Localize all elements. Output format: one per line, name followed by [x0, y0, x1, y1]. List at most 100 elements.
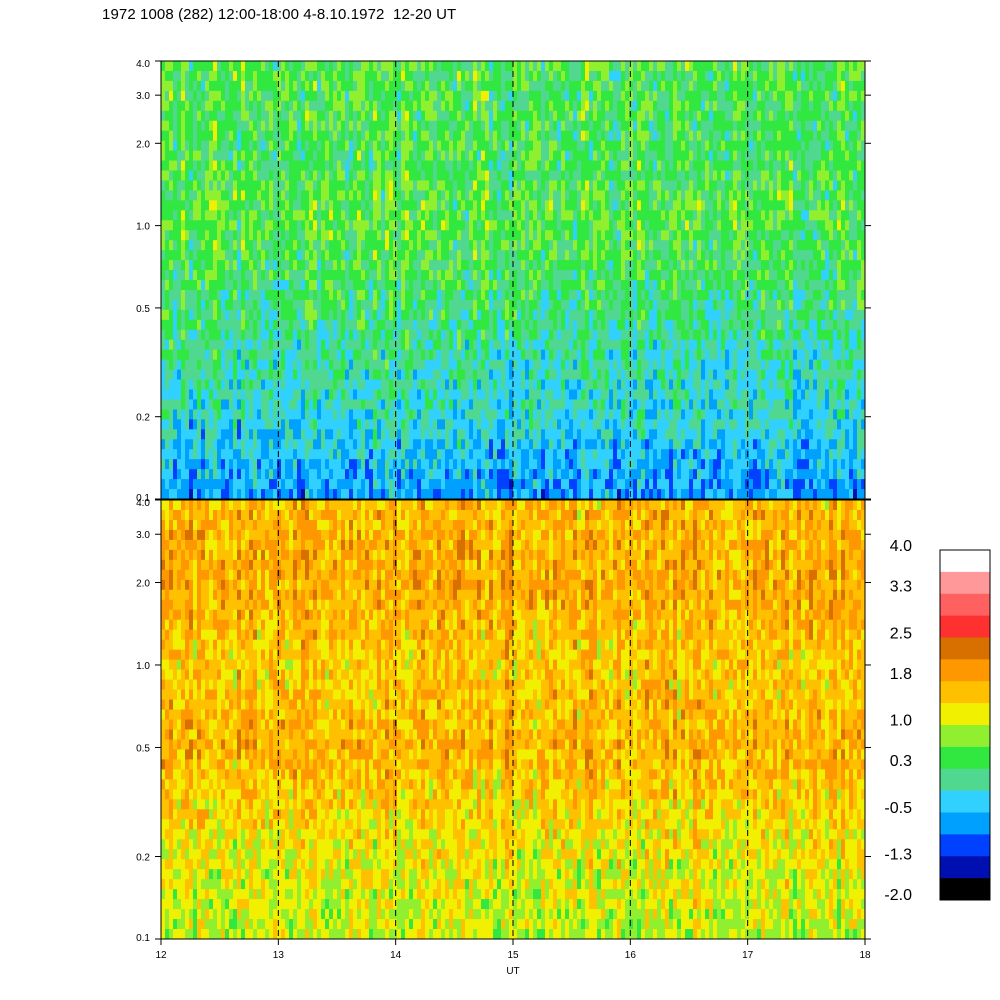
heatmap-cell: [193, 489, 198, 499]
heatmap-cell: [577, 70, 582, 82]
heatmap-cell: [601, 210, 606, 221]
heatmap-cell: [405, 289, 410, 301]
heatmap-cell: [381, 120, 386, 132]
heatmap-cell: [497, 160, 502, 171]
heatmap-cell: [505, 359, 510, 370]
heatmap-cell: [281, 250, 286, 261]
heatmap-cell: [369, 299, 374, 311]
heatmap-cell: [353, 489, 358, 499]
heatmap-cell: [177, 120, 182, 132]
heatmap-cell: [213, 240, 218, 251]
heatmap-cell: [197, 399, 202, 410]
heatmap-cell: [441, 359, 446, 370]
heatmap-cell: [317, 210, 322, 221]
heatmap-cell: [397, 280, 402, 291]
heatmap-cell: [253, 319, 258, 331]
heatmap-cell: [513, 200, 518, 211]
heatmap-cell: [405, 439, 410, 450]
heatmap-cell: [201, 289, 206, 301]
heatmap-cell: [569, 160, 574, 171]
heatmap-cell: [377, 200, 382, 211]
heatmap-cell: [585, 280, 590, 291]
heatmap-cell: [305, 130, 310, 142]
heatmap-cell: [237, 319, 242, 331]
heatmap-cell: [349, 70, 354, 82]
heatmap-cell: [569, 409, 574, 420]
heatmap-cell: [585, 399, 590, 410]
heatmap-cell: [357, 349, 362, 361]
heatmap-cell: [345, 379, 350, 390]
heatmap-cell: [533, 240, 538, 251]
heatmap-cell: [489, 250, 494, 261]
heatmap-cell: [233, 150, 238, 161]
heatmap-cell: [421, 419, 426, 430]
heatmap-cell: [173, 90, 178, 102]
heatmap-cell: [561, 339, 566, 351]
heatmap-cell: [409, 80, 414, 92]
heatmap-cell: [161, 120, 166, 132]
heatmap-cell: [473, 349, 478, 361]
heatmap-cell: [261, 429, 266, 440]
heatmap-cell: [529, 409, 534, 420]
heatmap-cell: [533, 90, 538, 102]
heatmap-cell: [201, 319, 206, 331]
heatmap-cell: [469, 469, 474, 480]
heatmap-cell: [449, 449, 454, 460]
heatmap-cell: [361, 429, 366, 440]
heatmap-cell: [413, 329, 418, 341]
heatmap-cell: [369, 459, 374, 470]
heatmap-cell: [325, 250, 330, 261]
heatmap-cell: [433, 120, 438, 132]
heatmap-cell: [273, 180, 278, 191]
heatmap-cell: [409, 439, 414, 450]
heatmap-cell: [213, 70, 218, 82]
heatmap-cell: [465, 419, 470, 430]
heatmap-cell: [165, 200, 170, 211]
heatmap-cell: [365, 230, 370, 241]
heatmap-cell: [213, 329, 218, 341]
heatmap-cell: [301, 220, 306, 231]
heatmap-cell: [361, 359, 366, 370]
heatmap-cell: [413, 489, 418, 499]
heatmap-cell: [409, 190, 414, 201]
heatmap-cell: [225, 100, 230, 112]
heatmap-cell: [421, 309, 426, 321]
heatmap-cell: [561, 299, 566, 311]
heatmap-cell: [457, 220, 462, 231]
heatmap-cell: [357, 70, 362, 82]
heatmap-cell: [549, 349, 554, 361]
heatmap-cell: [593, 389, 598, 400]
heatmap-cell: [605, 130, 610, 142]
heatmap-cell: [293, 349, 298, 361]
heatmap-cell: [437, 250, 442, 261]
heatmap-cell: [365, 260, 370, 271]
heatmap-cell: [613, 180, 618, 191]
heatmap-cell: [525, 140, 530, 151]
heatmap-cell: [561, 319, 566, 331]
heatmap-cell: [269, 240, 274, 251]
heatmap-cell: [173, 329, 178, 341]
heatmap-cell: [513, 349, 518, 361]
heatmap-cell: [577, 359, 582, 370]
heatmap-cell: [553, 299, 558, 311]
heatmap-cell: [193, 130, 198, 142]
heatmap-cell: [549, 270, 554, 281]
heatmap-cell: [529, 309, 534, 321]
heatmap-cell: [281, 260, 286, 271]
heatmap-cell: [497, 329, 502, 341]
heatmap-cell: [341, 309, 346, 321]
heatmap-cell: [549, 379, 554, 390]
heatmap-cell: [357, 280, 362, 291]
heatmap-cell: [341, 170, 346, 181]
heatmap-cell: [589, 379, 594, 390]
heatmap-cell: [185, 359, 190, 370]
heatmap-cell: [201, 329, 206, 341]
heatmap-cell: [433, 230, 438, 241]
heatmap-cell: [485, 429, 490, 440]
heatmap-cell: [465, 349, 470, 361]
heatmap-cell: [397, 210, 402, 221]
heatmap-cell: [573, 120, 578, 132]
heatmap-cell: [501, 449, 506, 460]
heatmap-cell: [529, 80, 534, 92]
heatmap-cell: [593, 210, 598, 221]
